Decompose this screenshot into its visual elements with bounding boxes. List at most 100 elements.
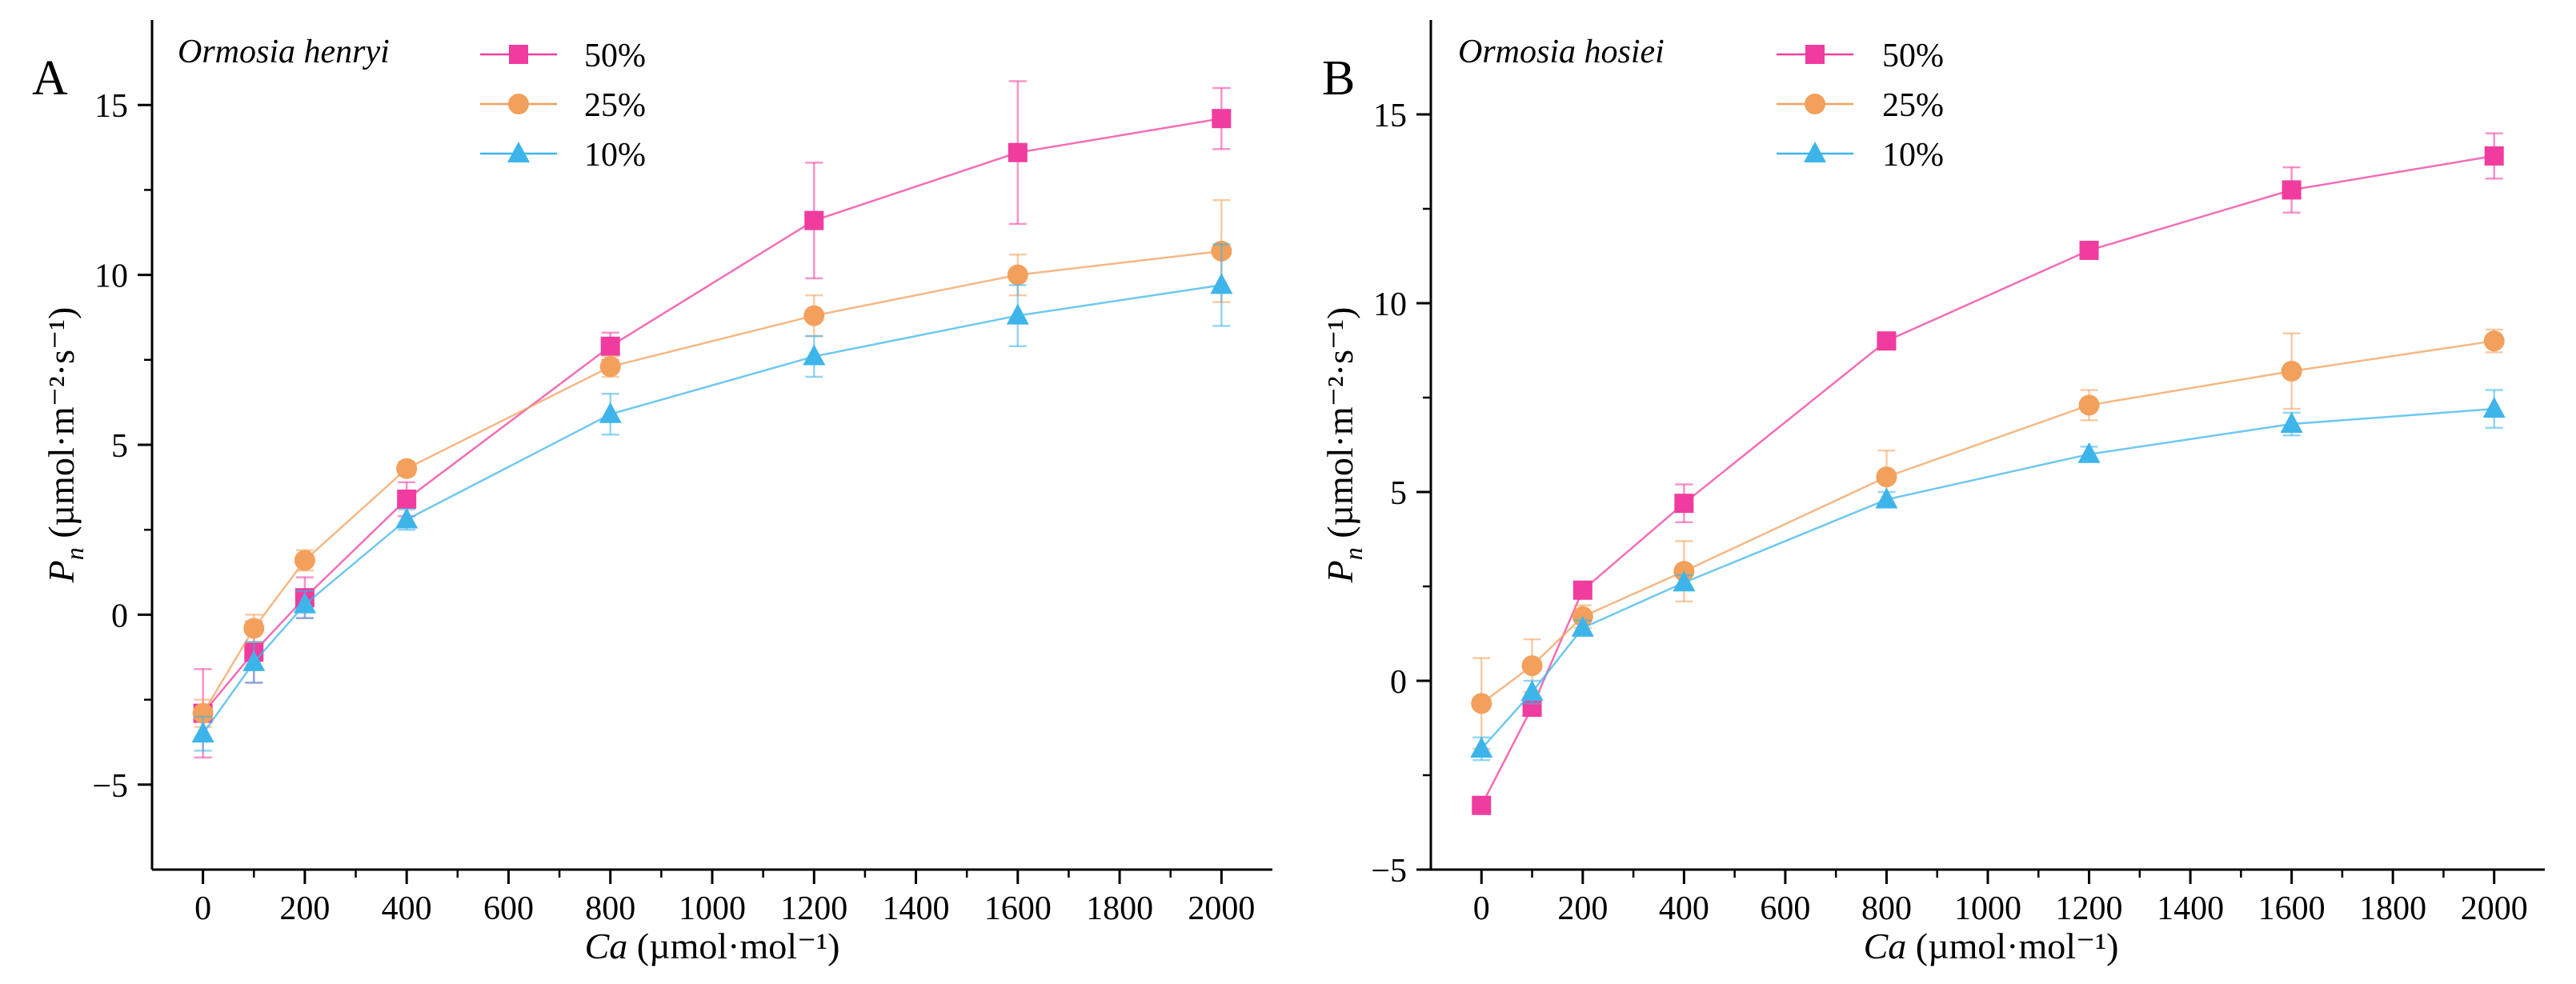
y-axis-label-sub: n [1339, 547, 1368, 560]
y-tick-label: 15 [1373, 98, 1407, 134]
data-point [396, 458, 418, 479]
y-tick-label: 5 [1390, 475, 1407, 512]
legend-label: 10% [1882, 137, 1944, 174]
data-point [191, 722, 214, 743]
chart-title: Ormosia hosiei [1458, 34, 1665, 70]
data-point [293, 592, 316, 614]
data-point [1472, 795, 1492, 815]
series-25pct [1471, 328, 2505, 750]
y-tick-label: −5 [92, 768, 128, 805]
series-line [1480, 154, 2494, 806]
panel-a-chart: 0 200 400 600 800 1000 1200 1400 1600 1800 2000 −5 0… [32, 20, 1272, 966]
data-point [1875, 487, 1898, 509]
series-50pct [193, 80, 1232, 759]
x-axis-label-unit: (µmol·mol⁻¹) [627, 926, 839, 966]
data-point [2281, 360, 2302, 382]
data-point [1521, 655, 1543, 677]
x-tick-label: 1800 [1086, 890, 1153, 927]
x-tick-label: 1800 [2359, 890, 2426, 927]
data-point [804, 210, 824, 230]
data-point [1572, 580, 1592, 600]
x-tick-label: 800 [1861, 890, 1912, 927]
data-point [1674, 494, 1694, 514]
series-line [202, 117, 1222, 714]
y-tick-label: 0 [111, 598, 128, 634]
data-point [2078, 394, 2100, 416]
x-tick-label: 1200 [780, 890, 847, 927]
y-tick-label: −5 [1371, 853, 1407, 890]
legend-marker [509, 45, 528, 64]
x-tick-label: 200 [1557, 890, 1608, 927]
panel-label: B [1322, 51, 1355, 106]
y-tick-label: 10 [1373, 286, 1407, 323]
x-tick-label: 1400 [883, 890, 950, 927]
data-point [599, 356, 621, 378]
data-point [192, 702, 214, 724]
data-point [1471, 693, 1492, 714]
panel-b-chart: 0 200 400 600 800 1000 1200 1400 1600 1800 2000 −5 0… [1320, 20, 2545, 966]
series-line [1480, 339, 2494, 705]
data-point [1006, 303, 1029, 325]
legend-label: 50% [1882, 38, 1944, 74]
series-10pct [1470, 389, 2506, 762]
legend-marker [1805, 94, 1825, 114]
series-line [202, 250, 1222, 714]
x-tick-label: 800 [585, 890, 635, 927]
x-tick-label: 0 [194, 890, 211, 927]
series-line [202, 284, 1222, 734]
y-axis-label: Pn (µmol·m⁻²·s⁻¹) [1320, 307, 1368, 584]
data-point [2079, 240, 2099, 260]
series-50pct [1472, 132, 2504, 815]
data-point [395, 507, 419, 529]
x-tick-label: 2000 [1188, 890, 1255, 927]
x-tick-label: 1600 [2258, 890, 2326, 927]
x-axis-label: Ca (µmol·mol⁻¹) [585, 926, 840, 966]
x-tick-label: 600 [1760, 890, 1810, 927]
x-axis-label-italic: Ca [1864, 926, 1907, 966]
data-point [242, 650, 266, 671]
legend-label: 50% [584, 38, 646, 74]
x-tick-label: 1400 [2157, 890, 2224, 927]
legend-marker [507, 142, 530, 162]
x-tick-label: 1000 [679, 890, 746, 927]
x-tick-label: 400 [382, 890, 432, 927]
data-point [243, 618, 265, 639]
data-point [1520, 680, 1544, 702]
x-tick-label: 600 [483, 890, 534, 927]
y-axis-label-sub: n [60, 547, 89, 560]
y-tick-label: 15 [94, 88, 128, 125]
legend-label: 25% [1882, 87, 1944, 124]
x-tick-label: 1600 [984, 890, 1052, 927]
y-tick-label: 0 [1390, 664, 1407, 701]
data-point [1876, 466, 1897, 488]
series-25pct [192, 198, 1232, 728]
legend-marker [508, 94, 529, 114]
x-axis-label-unit: (µmol·mol⁻¹) [1906, 926, 2118, 966]
data-point [599, 402, 622, 423]
panel-label: A [32, 51, 68, 106]
y-axis-label-unit: (µmol·m⁻²·s⁻¹) [1320, 307, 1360, 548]
data-point [1007, 264, 1028, 286]
data-point [1877, 331, 1897, 351]
legend-label: 10% [584, 137, 646, 174]
y-axis-label-unit: (µmol·m⁻²·s⁻¹) [41, 307, 82, 548]
data-point [1571, 615, 1594, 637]
data-point [397, 489, 417, 509]
data-point [2484, 146, 2504, 166]
data-point [2483, 330, 2505, 352]
data-point [294, 550, 315, 571]
data-point [2482, 397, 2506, 418]
x-tick-label: 200 [279, 890, 330, 927]
chart-title: Ormosia henryi [178, 34, 390, 70]
data-point [1673, 570, 1696, 592]
x-tick-label: 400 [1659, 890, 1709, 927]
x-tick-label: 2000 [2461, 890, 2528, 927]
series-line [1480, 407, 2494, 750]
x-axis-label: Ca (µmol·mol⁻¹) [1864, 926, 2119, 966]
x-tick-label: 1200 [2056, 890, 2123, 927]
series-10pct [191, 243, 1233, 752]
x-tick-label: 1000 [1954, 890, 2021, 927]
data-point [803, 344, 826, 366]
y-tick-label: 10 [94, 258, 128, 295]
